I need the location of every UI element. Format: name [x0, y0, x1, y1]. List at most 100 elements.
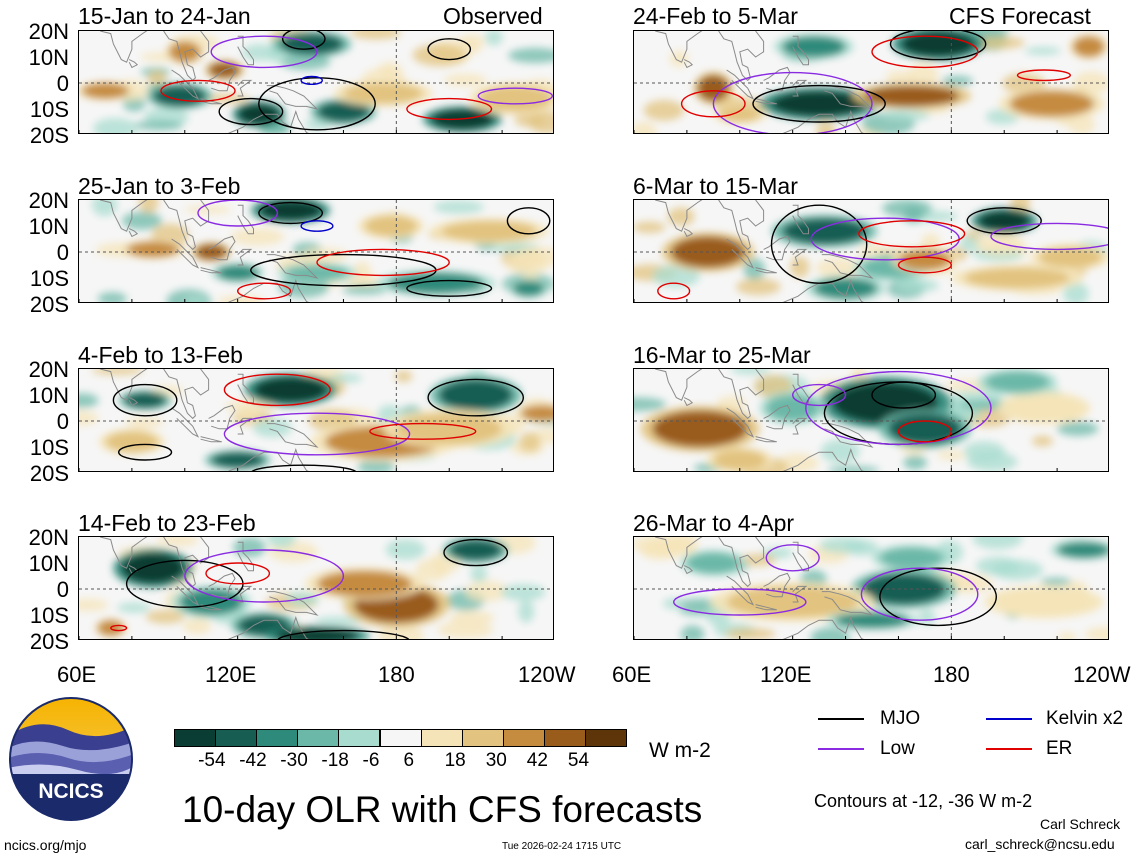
olr-anomaly-core	[285, 265, 349, 281]
lat-tick-label: 20N	[28, 525, 69, 550]
filter-contour	[160, 79, 236, 102]
olr-anomaly-cell	[182, 618, 212, 635]
olr-anomaly-cell	[443, 73, 487, 87]
legend-low-label: Low	[880, 738, 915, 759]
olr-anomaly-core	[211, 452, 265, 468]
olr-anomaly-cell	[500, 584, 546, 601]
filter-contour	[443, 538, 509, 567]
olr-anomaly-cell	[91, 369, 144, 375]
author-email[interactable]: carl_schreck@ncsu.edu	[965, 836, 1115, 852]
coastline	[266, 85, 319, 110]
olr-anomaly-core	[512, 280, 545, 297]
filter-contour	[184, 549, 345, 603]
legend-er-line	[986, 748, 1032, 750]
coastline	[128, 228, 139, 238]
coastline	[792, 35, 809, 66]
olr-anomaly-cell	[225, 399, 275, 413]
coastline	[171, 69, 200, 100]
olr-anomaly-cell	[991, 559, 1043, 581]
filter-contour	[427, 378, 525, 417]
olr-anomaly-core	[438, 379, 513, 411]
olr-anomaly-core	[105, 431, 159, 453]
olr-anomaly-cell	[816, 121, 836, 133]
olr-anomaly-cell	[819, 537, 868, 554]
filter-contour	[990, 222, 1108, 251]
site-url[interactable]: ncics.org/mjo	[4, 837, 87, 853]
coastline	[100, 537, 148, 569]
colorbar-swatch	[420, 729, 463, 747]
map-panel-2-graphic	[79, 200, 553, 302]
lon-tick-60e-right: 60E	[612, 662, 652, 687]
olr-anomaly-cell	[97, 292, 127, 302]
coastline	[782, 448, 864, 471]
olr-anomaly-core	[1072, 36, 1105, 57]
olr-anomaly-core	[766, 395, 820, 421]
lon-tick-60e-left: 60E	[57, 662, 97, 687]
filter-contour	[258, 201, 324, 225]
olr-anomaly-cell	[743, 258, 766, 281]
olr-anomaly-cell	[267, 537, 296, 548]
panel-title-8: 26-Mar to 4-Apr	[633, 510, 795, 536]
olr-anomaly-cell	[342, 285, 387, 295]
filter-contour	[889, 31, 987, 61]
colorbar-swatch	[256, 729, 299, 747]
colorbar-tick-label: 30	[485, 750, 507, 771]
filter-contour	[879, 567, 998, 627]
olr-anomaly-cell	[485, 31, 503, 46]
olr-anomaly-cell	[967, 452, 1018, 471]
author-name: Carl Schreck	[1040, 816, 1121, 832]
olr-anomaly-cell	[667, 207, 695, 226]
olr-anomaly-cell	[972, 537, 1023, 550]
ncics-logo: NCICS	[8, 696, 134, 822]
coastline	[792, 79, 808, 97]
olr-anomaly-cell	[918, 609, 936, 625]
olr-anomaly-core	[388, 272, 484, 294]
coastline	[171, 407, 200, 438]
olr-anomaly-cell	[903, 455, 928, 470]
olr-anomaly-core	[718, 106, 761, 122]
map-panel-6	[633, 199, 1109, 303]
colorbar-tick-label: -6	[362, 750, 380, 771]
coastline	[200, 267, 222, 274]
olr-anomaly-cell	[217, 295, 264, 302]
olr-anomaly-core	[343, 83, 423, 104]
lat-tick-label: 0	[56, 71, 69, 96]
olr-anomaly-cell	[820, 439, 860, 464]
coastline	[171, 575, 200, 606]
lat-tick-label: 20N	[28, 188, 69, 213]
olr-field	[79, 369, 553, 471]
olr-anomaly-core	[864, 85, 960, 107]
olr-anomaly-core	[179, 589, 243, 615]
olr-anomaly-core	[1009, 90, 1095, 117]
colorbar-swatch	[215, 729, 258, 747]
filter-contour	[223, 373, 331, 407]
colorbar-swatch	[502, 729, 545, 747]
filter-contour	[369, 422, 477, 440]
olr-anomaly-core	[121, 552, 185, 584]
coastline	[821, 254, 874, 279]
coastline	[237, 79, 253, 97]
lat-tick-label: 20S	[29, 461, 69, 486]
olr-anomaly-cell	[253, 418, 292, 438]
olr-anomaly-cell	[1031, 435, 1054, 447]
olr-anomaly-cell	[730, 369, 771, 375]
colorbar-tick-label: 6	[403, 750, 415, 771]
coastline	[726, 575, 755, 606]
lat-tick-label: 10N	[28, 383, 69, 408]
olr-anomaly-cell	[1067, 114, 1096, 133]
filter-contour	[805, 370, 992, 446]
colorbar-tick-label: -30	[280, 750, 308, 771]
filter-contour	[680, 90, 746, 118]
chart-title: 10-day OLR with CFS forecasts	[182, 789, 703, 830]
colorbar-tick-label: -54	[198, 750, 226, 771]
map-panel-2	[78, 199, 554, 303]
olr-anomaly-cell	[470, 565, 488, 583]
lon-tick-120e-left: 120E	[205, 662, 257, 687]
olr-anomaly-cell	[790, 256, 810, 278]
coastline	[726, 238, 755, 269]
coastline	[755, 436, 777, 443]
olr-anomaly-cell	[965, 230, 982, 239]
coastline	[782, 279, 864, 302]
olr-anomaly-core	[317, 570, 413, 597]
coastline	[163, 200, 210, 251]
